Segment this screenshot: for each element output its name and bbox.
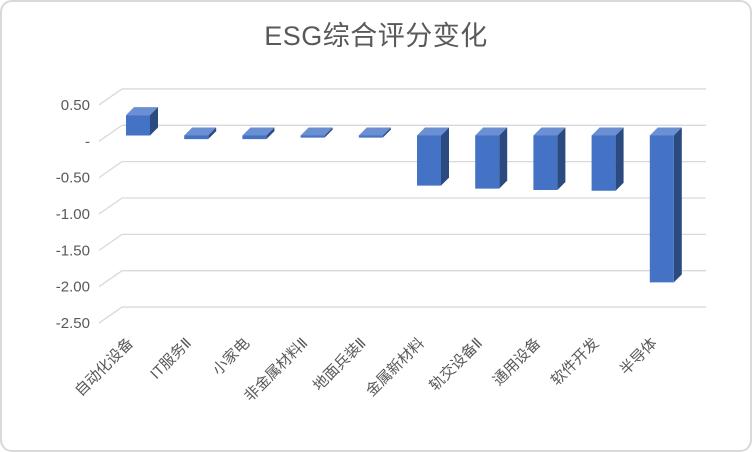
bar-2[interactable]	[242, 127, 275, 140]
y-axis-depth-tick	[98, 88, 123, 106]
bar-top-face[interactable]	[649, 127, 682, 136]
y-axis-depth-tick	[98, 233, 123, 251]
category-label: 自动化设备	[72, 335, 137, 400]
bar-side-face[interactable]	[324, 127, 333, 138]
y-tick-label: 0.50	[61, 97, 90, 114]
y-tick-label: -0.50	[56, 170, 90, 187]
bar-front-face[interactable]	[533, 135, 558, 191]
bar-top-face[interactable]	[475, 127, 508, 136]
bar-3[interactable]	[300, 127, 333, 138]
bar-9[interactable]	[649, 127, 682, 283]
bar-0[interactable]	[126, 107, 158, 136]
category-label: 轨交设备Ⅱ	[426, 334, 486, 394]
category-label: IT服务Ⅱ	[147, 335, 195, 383]
bar-1[interactable]	[184, 127, 217, 140]
bar-side-face[interactable]	[208, 127, 217, 140]
bar-side-face[interactable]	[673, 127, 682, 283]
bar-top-face[interactable]	[358, 127, 391, 136]
bar-side-face[interactable]	[150, 107, 158, 136]
y-tick-label: -2.50	[56, 315, 90, 332]
bar-4[interactable]	[358, 127, 391, 138]
y-axis-depth-tick	[98, 197, 123, 215]
bar-top-face[interactable]	[300, 127, 333, 136]
bar-front-face[interactable]	[649, 135, 674, 283]
bar-front-face[interactable]	[417, 135, 441, 186]
category-label: 地面兵装Ⅱ	[310, 335, 370, 395]
bar-side-face[interactable]	[499, 127, 508, 189]
y-axis-depth-tick	[98, 306, 123, 324]
category-label: 半导体	[617, 335, 661, 379]
bar-5[interactable]	[417, 127, 449, 186]
chart-title[interactable]: ESG综合评分变化	[264, 21, 488, 51]
y-axis-depth-tick	[98, 124, 123, 142]
bar-front-face[interactable]	[242, 135, 267, 140]
y-axis-depth-tick	[98, 270, 123, 288]
bar-front-face[interactable]	[591, 135, 616, 191]
bar-top-face[interactable]	[126, 107, 158, 116]
bar-8[interactable]	[591, 127, 624, 191]
bar-side-face[interactable]	[266, 127, 275, 140]
bar-front-face[interactable]	[184, 135, 209, 140]
bar-7[interactable]	[533, 127, 566, 191]
bar-top-face[interactable]	[533, 127, 566, 136]
y-axis-depth-tick	[98, 161, 123, 179]
bar-top-face[interactable]	[591, 127, 624, 136]
bar-front-face[interactable]	[358, 135, 383, 138]
y-tick-label: -	[85, 133, 90, 150]
bar-front-face[interactable]	[126, 115, 150, 136]
bar-side-face[interactable]	[382, 127, 391, 138]
category-label: 小家电	[209, 335, 253, 379]
y-tick-label: -1.50	[56, 242, 90, 259]
category-label: 通用设备	[490, 335, 544, 389]
bar-6[interactable]	[475, 127, 508, 189]
bar-front-face[interactable]	[475, 135, 500, 189]
category-label: 软件开发	[548, 335, 602, 389]
y-tick-label: -2.00	[56, 279, 90, 296]
bar-top-face[interactable]	[417, 127, 449, 136]
bar-front-face[interactable]	[300, 135, 325, 138]
y-tick-label: -1.00	[56, 206, 90, 223]
bar-top-face[interactable]	[242, 127, 275, 136]
bar-top-face[interactable]	[184, 127, 217, 136]
bar-side-face[interactable]	[441, 127, 449, 186]
bar-side-face[interactable]	[557, 127, 566, 191]
bar-side-face[interactable]	[615, 127, 624, 191]
category-label: 金属新材料	[363, 335, 428, 400]
